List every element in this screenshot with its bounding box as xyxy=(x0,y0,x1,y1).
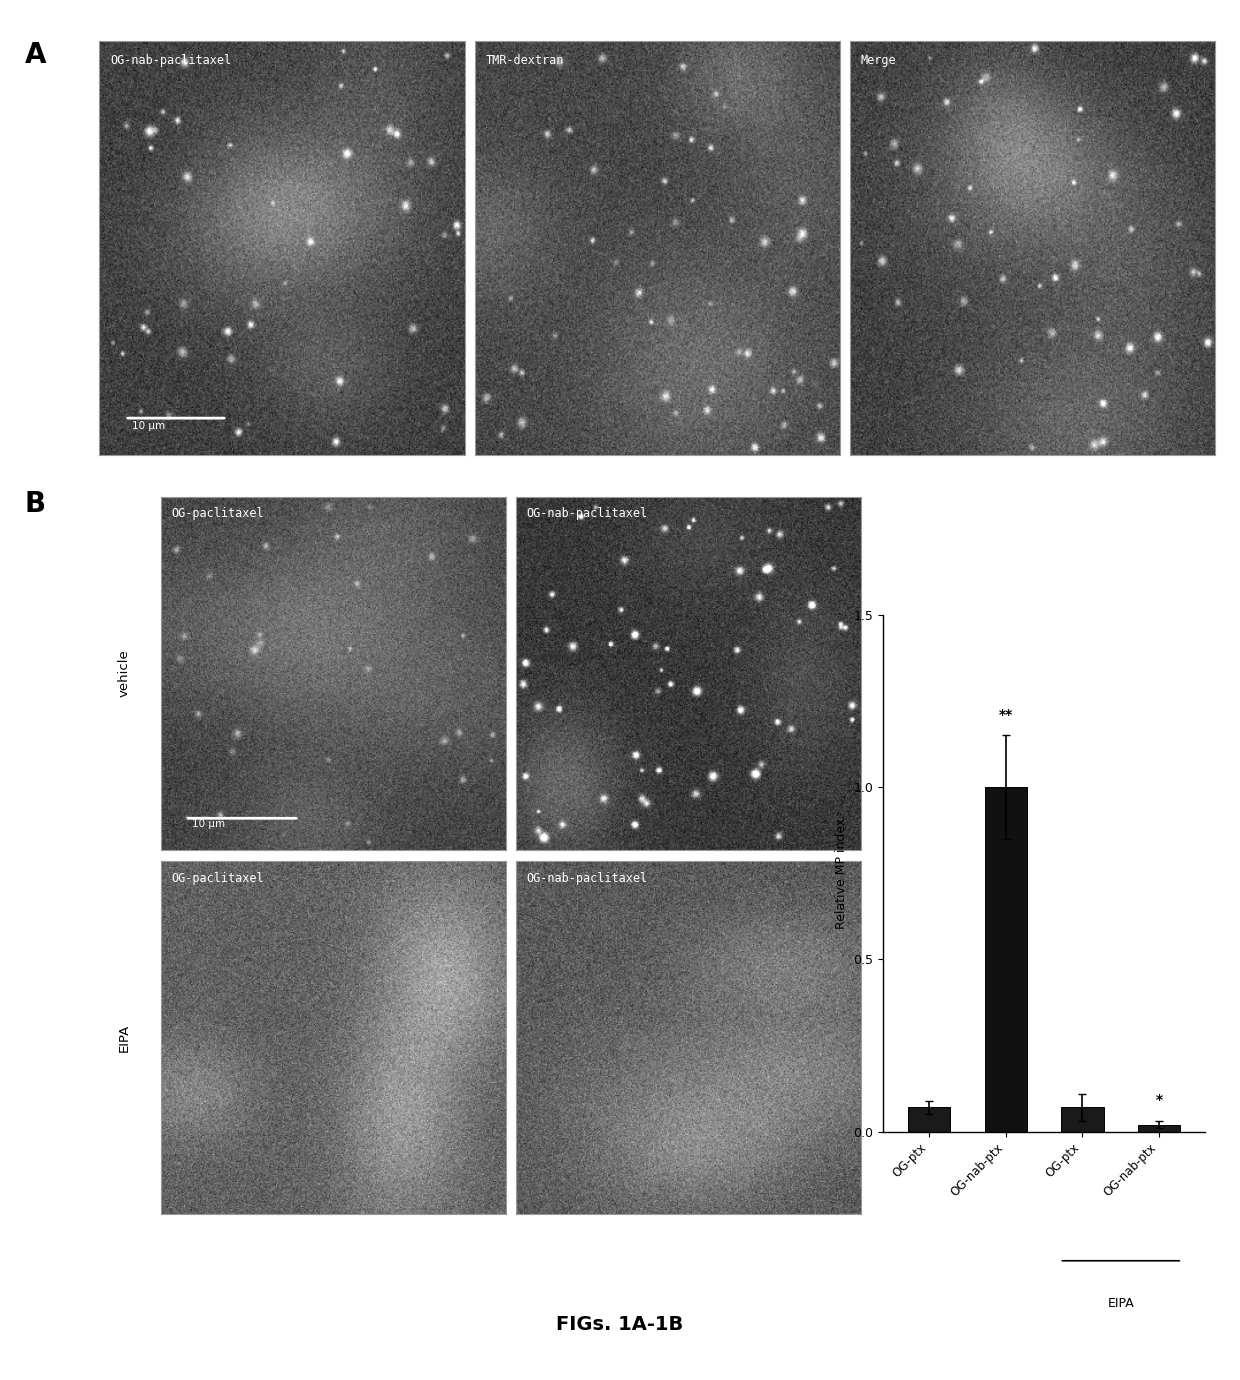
Text: OG-nab-paclitaxel: OG-nab-paclitaxel xyxy=(526,872,647,885)
Text: OG-paclitaxel: OG-paclitaxel xyxy=(171,872,264,885)
Text: *: * xyxy=(1156,1093,1163,1108)
Text: vehicle: vehicle xyxy=(118,650,130,697)
Text: EIPA: EIPA xyxy=(118,1024,130,1052)
Bar xyxy=(1061,1108,1104,1132)
Text: FIGs. 1A-1B: FIGs. 1A-1B xyxy=(557,1315,683,1334)
Text: OG-paclitaxel: OG-paclitaxel xyxy=(171,508,264,520)
Bar xyxy=(908,1108,950,1132)
Text: A: A xyxy=(25,41,46,69)
Text: OG-nab-paclitaxel: OG-nab-paclitaxel xyxy=(110,54,232,66)
Text: TMR-dextran: TMR-dextran xyxy=(486,54,564,66)
Text: EIPA: EIPA xyxy=(1107,1297,1135,1310)
Text: OG-nab-paclitaxel: OG-nab-paclitaxel xyxy=(526,508,647,520)
Text: 10 μm: 10 μm xyxy=(133,421,165,431)
Text: Merge: Merge xyxy=(861,54,897,66)
Bar xyxy=(1138,1125,1180,1132)
Text: **: ** xyxy=(998,708,1013,722)
Bar xyxy=(985,787,1027,1132)
Text: B: B xyxy=(25,490,46,518)
Y-axis label: Relative MP index: Relative MP index xyxy=(835,817,848,929)
Text: 10 μm: 10 μm xyxy=(192,818,226,829)
